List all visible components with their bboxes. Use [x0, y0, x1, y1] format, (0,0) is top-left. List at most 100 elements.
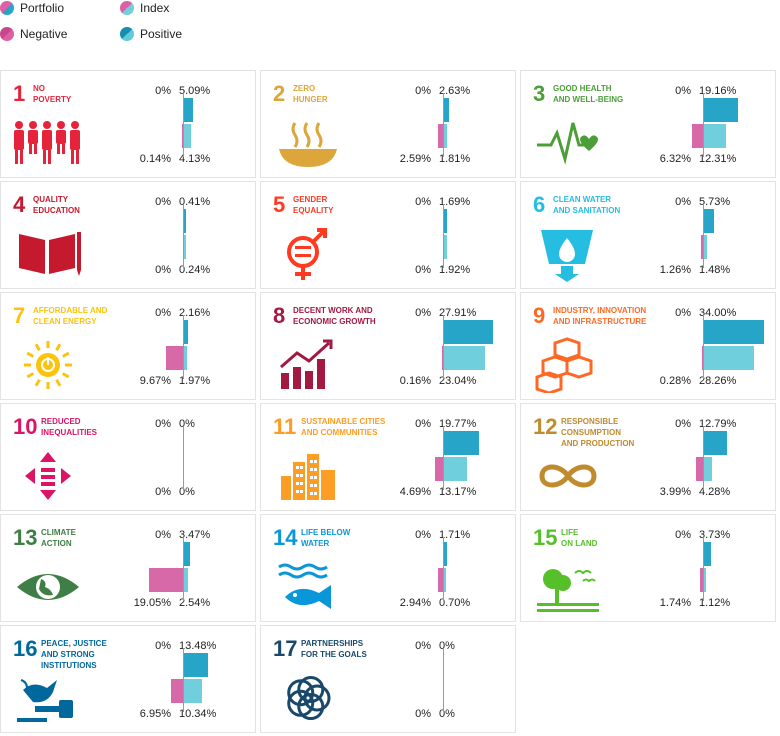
- sdg-number: 9: [533, 303, 546, 328]
- sdg-card-6: 6 CLEAN WATER AND SANITATION 0% 5.73% 1.26% 1…: [520, 181, 776, 289]
- sdg-title: LIFE ON LAND: [561, 528, 598, 548]
- index-negative-label: 1.26%: [659, 264, 691, 276]
- legend-positive-label: Positive: [140, 27, 183, 41]
- equality-arrows-icon: [13, 448, 83, 504]
- portfolio-negative-label: 0%: [415, 307, 431, 319]
- index-negative-bar: [695, 457, 703, 481]
- index-positive-bar: [184, 679, 203, 703]
- heartbeat-icon: [533, 115, 603, 171]
- portfolio-negative-label: 0%: [675, 418, 691, 430]
- portfolio-negative-label: 0%: [415, 196, 431, 208]
- index-positive-bar: [444, 235, 448, 259]
- sdg-title: LIFE BELOW WATER: [301, 528, 351, 548]
- growth-chart-icon: [273, 337, 343, 393]
- portfolio-positive-label: 19.77%: [439, 418, 477, 430]
- portfolio-positive-bar: [444, 320, 494, 344]
- gender-icon: [273, 226, 343, 282]
- index-positive-label: 1.81%: [439, 153, 471, 165]
- portfolio-negative-label: 0%: [155, 640, 171, 652]
- index-negative-bar: [441, 346, 443, 370]
- portfolio-positive-label: 2.16%: [179, 307, 211, 319]
- negative-swatch-icon: [0, 27, 14, 41]
- legend-negative-label: Negative: [20, 27, 68, 41]
- portfolio-positive-bar: [704, 98, 738, 122]
- sdg-title: GOOD HEALTH AND WELL-BEING: [553, 84, 624, 104]
- portfolio-positive-bar: [444, 209, 447, 233]
- water-glass-icon: [533, 226, 603, 282]
- portfolio-negative-label: 0%: [675, 196, 691, 208]
- sun-power-icon: [13, 337, 83, 393]
- positive-swatch-icon: [120, 27, 134, 41]
- sdg-card-11: 11 SUSTAINABLE CITIES AND COMMUNITIES 0% 19…: [260, 403, 516, 511]
- sdg-number: 8: [273, 303, 286, 328]
- index-negative-label: 2.59%: [399, 153, 431, 165]
- sdg-title: GENDER EQUALITY: [293, 195, 334, 215]
- index-positive-label: 28.26%: [699, 375, 737, 387]
- index-positive-label: 0%: [179, 486, 195, 498]
- portfolio-positive-bar: [444, 431, 479, 455]
- index-positive-label: 13.17%: [439, 486, 477, 498]
- sdg-title: REDUCED INEQUALITIES: [41, 417, 98, 437]
- index-positive-label: 12.31%: [699, 153, 737, 165]
- sdg-title: SUSTAINABLE CITIES AND COMMUNITIES: [301, 417, 386, 437]
- sdg-title: ZERO HUNGER: [293, 84, 328, 104]
- index-positive-label: 0.24%: [179, 264, 211, 276]
- index-positive-label: 1.92%: [439, 264, 471, 276]
- portfolio-negative-label: 0%: [155, 529, 171, 541]
- zero-axis: [443, 93, 444, 157]
- sdg-number: 16: [13, 636, 38, 661]
- portfolio-positive-bar: [704, 431, 727, 455]
- sdg-title: QUALITY EDUCATION: [33, 195, 80, 215]
- sdg-title: DECENT WORK AND ECONOMIC GROWTH: [293, 306, 376, 326]
- portfolio-positive-label: 19.16%: [699, 85, 737, 97]
- index-positive-label: 4.13%: [179, 153, 211, 165]
- zero-axis: [443, 537, 444, 601]
- sdg-card-10: 10 REDUCED INEQUALITIES 0% 0% 0% 0%: [0, 403, 256, 511]
- sdg-title: INDUSTRY, INNOVATION AND INFRASTRUCTURE: [553, 306, 647, 326]
- legend-portfolio-label: Portfolio: [20, 1, 65, 15]
- index-positive-bar: [184, 235, 186, 259]
- sdg-number: 12: [533, 414, 558, 439]
- portfolio-positive-label: 5.09%: [179, 85, 211, 97]
- portfolio-positive-label: 12.79%: [699, 418, 737, 430]
- index-negative-label: 6.95%: [139, 708, 171, 720]
- index-positive-label: 1.48%: [699, 264, 731, 276]
- sdg-number: 17: [273, 636, 298, 661]
- index-negative-bar: [170, 679, 183, 703]
- index-negative-label: 19.05%: [133, 597, 171, 609]
- portfolio-positive-label: 0%: [179, 418, 195, 430]
- index-positive-label: 0.70%: [439, 597, 471, 609]
- index-positive-bar: [704, 568, 706, 592]
- legend-portfolio: Portfolio: [0, 1, 64, 15]
- sdg-number: 13: [13, 525, 38, 550]
- index-negative-label: 0%: [415, 708, 431, 720]
- sdg-card-13: 13 CLIMATE ACTION 0% 3.47% 19.05% 2.54%: [0, 514, 256, 622]
- portfolio-positive-bar: [184, 653, 208, 677]
- index-negative-label: 4.69%: [399, 486, 431, 498]
- portfolio-positive-label: 5.73%: [699, 196, 731, 208]
- index-negative-bar: [434, 457, 443, 481]
- portfolio-positive-label: 27.91%: [439, 307, 477, 319]
- portfolio-positive-bar: [184, 542, 191, 566]
- index-negative-bar: [699, 568, 703, 592]
- index-negative-bar: [701, 346, 703, 370]
- portfolio-negative-label: 0%: [155, 418, 171, 430]
- zero-axis: [443, 204, 444, 268]
- index-positive-bar: [444, 124, 448, 148]
- zero-axis: [703, 426, 704, 490]
- index-negative-bar: [149, 568, 183, 592]
- sdg-card-5: 5 GENDER EQUALITY 0% 1.69% 0% 1.92%: [260, 181, 516, 289]
- index-negative-label: 0.28%: [659, 375, 691, 387]
- portfolio-positive-bar: [444, 98, 449, 122]
- zero-axis: [443, 648, 444, 712]
- sdg-card-3: 3 GOOD HEALTH AND WELL-BEING 0% 19.16% 6.32%…: [520, 70, 776, 178]
- zero-axis: [183, 204, 184, 268]
- portfolio-negative-label: 0%: [675, 529, 691, 541]
- portfolio-positive-label: 1.69%: [439, 196, 471, 208]
- sdg-card-14: 14 LIFE BELOW WATER 0% 1.71% 2.94% 0.70%: [260, 514, 516, 622]
- index-negative-bar: [165, 346, 183, 370]
- index-negative-label: 0.16%: [399, 375, 431, 387]
- rings-icon: [273, 670, 343, 726]
- index-negative-bar: [691, 124, 703, 148]
- portfolio-negative-label: 0%: [155, 196, 171, 208]
